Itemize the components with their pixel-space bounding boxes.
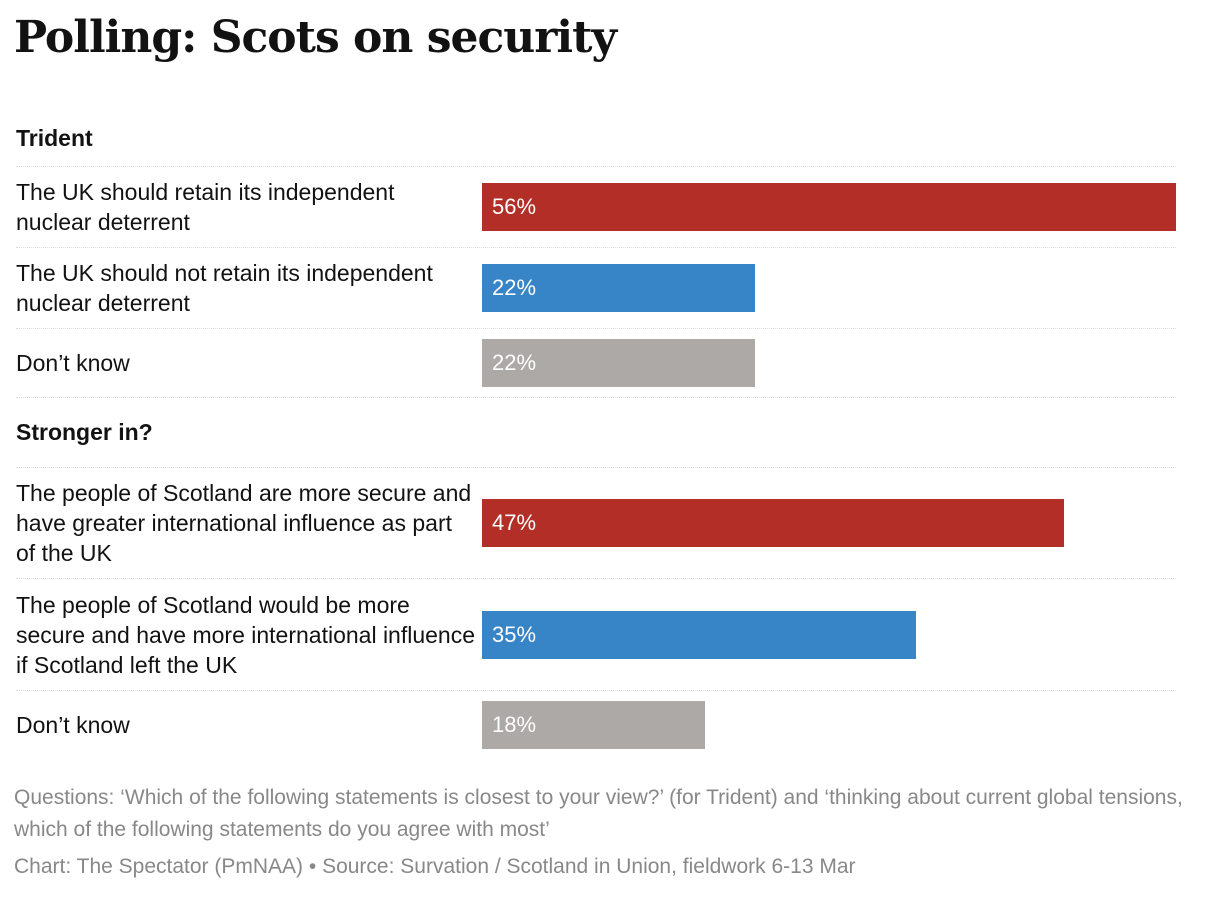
bar: 18% [482,701,706,749]
bar-row: Don’t know 18% [16,691,1176,759]
data-label: 22% [492,350,537,375]
bar-track: 22% [482,264,1176,312]
bar-row: Don’t know 22% [16,329,1176,398]
bar-track: 47% [482,499,1176,547]
category-label: The UK should retain its independent nuc… [16,179,395,235]
bar-row: The UK should retain its independent nuc… [16,167,1176,248]
category-label: Don’t know [16,350,130,376]
bar: 56% [482,183,1176,231]
data-label: 56% [492,194,537,219]
category-label: The UK should not retain its independent… [16,260,433,316]
bar-chart: Trident The UK should retain its independ… [16,110,1176,759]
category-label: The people of Scotland would be more sec… [16,591,476,678]
bar-track: 18% [482,701,1176,749]
bar: 35% [482,610,916,659]
category-label: The people of Scotland are more secure a… [16,480,472,566]
bar: 22% [482,339,755,387]
data-label: 35% [492,621,537,647]
group-heading: Trident [16,110,1176,167]
bar: 47% [482,499,1065,547]
data-label: 18% [492,712,537,737]
bar-row: The people of Scotland would be more sec… [16,579,1176,691]
chart-title: Polling: Scots on security [14,12,617,63]
data-label: 22% [492,275,537,300]
bar-row: The people of Scotland are more secure a… [16,468,1176,579]
category-label: Don’t know [16,712,130,738]
data-label: 47% [492,510,537,535]
group-heading: Stronger in? [16,398,1176,468]
bar-row: The UK should not retain its independent… [16,248,1176,329]
bar-track: 56% [482,183,1176,231]
questions-note: Questions: ‘Which of the following state… [14,786,1183,841]
source-note: Chart: The Spectator (PmNAA) • Source: S… [14,855,856,878]
bar-track: 22% [482,339,1176,387]
bar-track: 35% [482,610,1176,659]
bar: 22% [482,264,755,312]
